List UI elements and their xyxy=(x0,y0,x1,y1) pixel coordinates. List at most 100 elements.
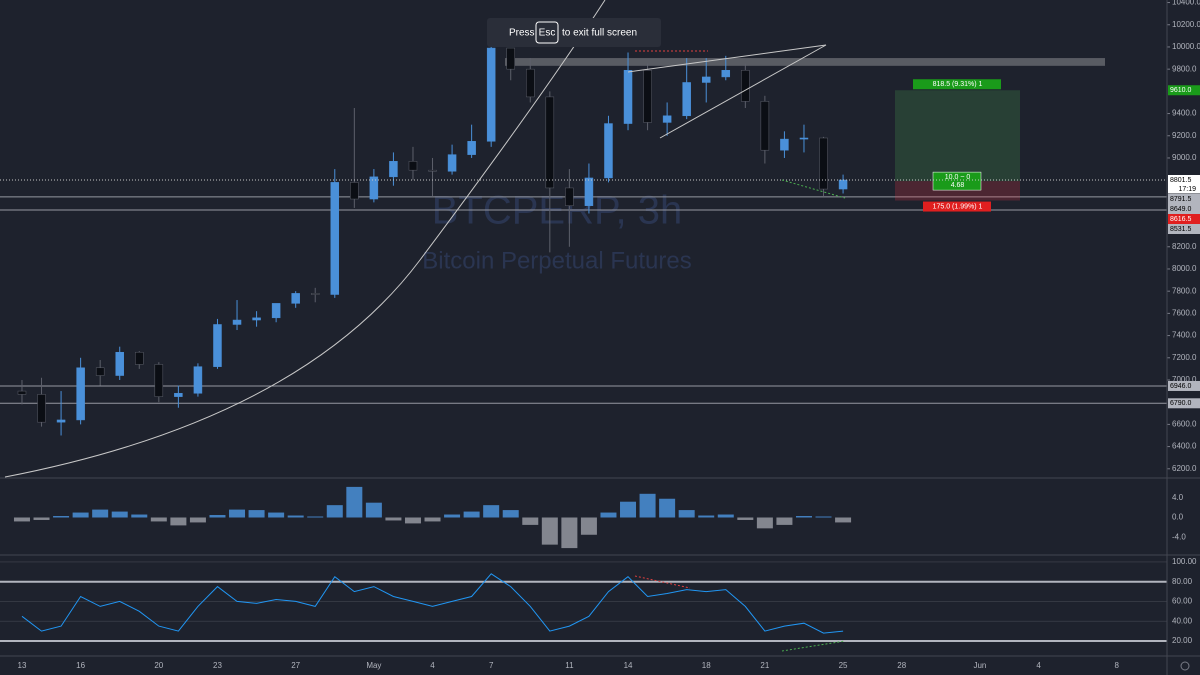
x-tick-label: 4 xyxy=(1036,661,1041,670)
histogram-bar xyxy=(795,516,812,518)
candle-body xyxy=(506,47,515,70)
price-axis-labels: 10400.0 10200.0 10000.0 9800.0 9400.0 9200.0 9… xyxy=(1168,0,1200,645)
histogram-bar xyxy=(229,509,246,518)
y-tick-label: 60.00 xyxy=(1172,597,1193,606)
candle-body xyxy=(252,317,261,321)
price-label-bg xyxy=(1168,380,1200,391)
histogram-bar xyxy=(580,517,597,535)
histogram-bar xyxy=(33,517,50,520)
histogram-bar xyxy=(13,517,30,522)
candle-body xyxy=(115,351,124,376)
x-tick-label: 27 xyxy=(291,661,300,670)
histogram-bar xyxy=(92,509,109,518)
trendline xyxy=(627,44,827,73)
candle-body xyxy=(310,293,320,295)
y-tick-label: 8000.0 xyxy=(1172,264,1197,273)
histogram-bar xyxy=(463,511,480,518)
position-loss xyxy=(895,181,1020,201)
candle-body xyxy=(701,76,711,83)
price-label-bg xyxy=(1168,398,1200,409)
x-tick-label: 20 xyxy=(154,661,163,670)
candle-body xyxy=(213,324,222,367)
candle-body xyxy=(291,293,300,304)
y-tick-label: 9200.0 xyxy=(1172,131,1197,140)
histogram-bar xyxy=(835,517,852,523)
fullscreen-banner: Press Esc to exit full screen xyxy=(487,18,661,47)
divergence-line xyxy=(634,575,691,589)
candle-body xyxy=(408,161,418,171)
price-label: 8616.5 xyxy=(1170,216,1192,223)
y-tick-label: 10200.0 xyxy=(1172,20,1200,29)
candle-body xyxy=(232,319,242,325)
histogram-bar xyxy=(737,517,754,520)
rsi-line xyxy=(21,573,844,634)
histogram-bar xyxy=(659,498,676,518)
candle-body xyxy=(369,176,379,200)
x-tick-label: 21 xyxy=(760,661,769,670)
histogram-bar xyxy=(424,517,441,522)
histogram-bar xyxy=(53,516,70,518)
y-tick-label: -4.0 xyxy=(1172,532,1186,541)
candle-body xyxy=(330,182,340,295)
histogram-bar xyxy=(72,512,89,518)
price-label: 8531.5 xyxy=(1170,226,1192,233)
histogram-bar xyxy=(717,514,734,518)
x-tick-label: 13 xyxy=(18,661,27,670)
y-tick-label: 9000.0 xyxy=(1172,153,1197,162)
countdown: 17:19 xyxy=(1178,186,1196,193)
candle-body xyxy=(154,364,164,397)
histogram-bar xyxy=(698,515,715,518)
x-tick-label: Jun xyxy=(973,661,986,670)
candle-body xyxy=(174,393,183,397)
histogram-bar xyxy=(776,517,793,525)
histogram-bar xyxy=(209,515,226,518)
x-tick-label: 11 xyxy=(565,661,574,670)
candle-body xyxy=(623,70,633,124)
candle-body xyxy=(56,419,66,423)
label-bg xyxy=(913,79,1001,90)
histogram-bar xyxy=(248,510,265,518)
y-tick-label: 6400.0 xyxy=(1172,442,1197,451)
y-tick-label: 10400.0 xyxy=(1172,0,1200,7)
banner-text: Press xyxy=(509,28,535,39)
y-tick-label: 7600.0 xyxy=(1172,308,1197,317)
histogram-bar xyxy=(131,514,148,518)
x-tick-label: 23 xyxy=(213,661,222,670)
candle-body xyxy=(95,367,105,376)
histogram-bar xyxy=(678,510,695,518)
key-box xyxy=(535,21,559,44)
y-tick-label: 10000.0 xyxy=(1172,42,1200,51)
price-label-bg xyxy=(1168,174,1200,185)
x-tick-label: 18 xyxy=(702,661,711,670)
candle-body xyxy=(37,394,46,423)
y-tick-label: 7000.0 xyxy=(1172,375,1197,384)
candle-body xyxy=(780,138,789,151)
y-tick-label: 20.00 xyxy=(1172,636,1193,645)
candle-body xyxy=(662,115,672,123)
y-tick-label: 7200.0 xyxy=(1172,353,1197,362)
position-stop-label: 175.0 (1.99%) 1 xyxy=(933,203,983,210)
label-bg xyxy=(932,171,982,191)
candle-body xyxy=(467,141,476,155)
resistance-zone xyxy=(505,58,1105,66)
candle-body xyxy=(643,70,652,123)
histogram-bar xyxy=(620,501,637,518)
x-tick-label: 7 xyxy=(489,661,494,670)
histogram-bar xyxy=(522,517,539,525)
settings-icon[interactable] xyxy=(1180,661,1190,671)
price-label-bg xyxy=(1168,193,1200,204)
price-label-bg xyxy=(1168,203,1200,214)
y-tick-label: 4.0 xyxy=(1172,493,1184,502)
price-label: 8649.0 xyxy=(1170,206,1192,213)
histogram-bar xyxy=(600,512,617,518)
histogram-bar xyxy=(385,517,402,521)
histogram-bar xyxy=(815,516,832,518)
y-tick-label: 8200.0 xyxy=(1172,242,1197,251)
price-label-bg xyxy=(1168,223,1200,234)
x-tick-label: 25 xyxy=(839,661,848,670)
position-center-label: 4.68 xyxy=(951,182,965,189)
x-tick-label: 8 xyxy=(1115,661,1120,670)
histogram-bar xyxy=(326,505,343,518)
